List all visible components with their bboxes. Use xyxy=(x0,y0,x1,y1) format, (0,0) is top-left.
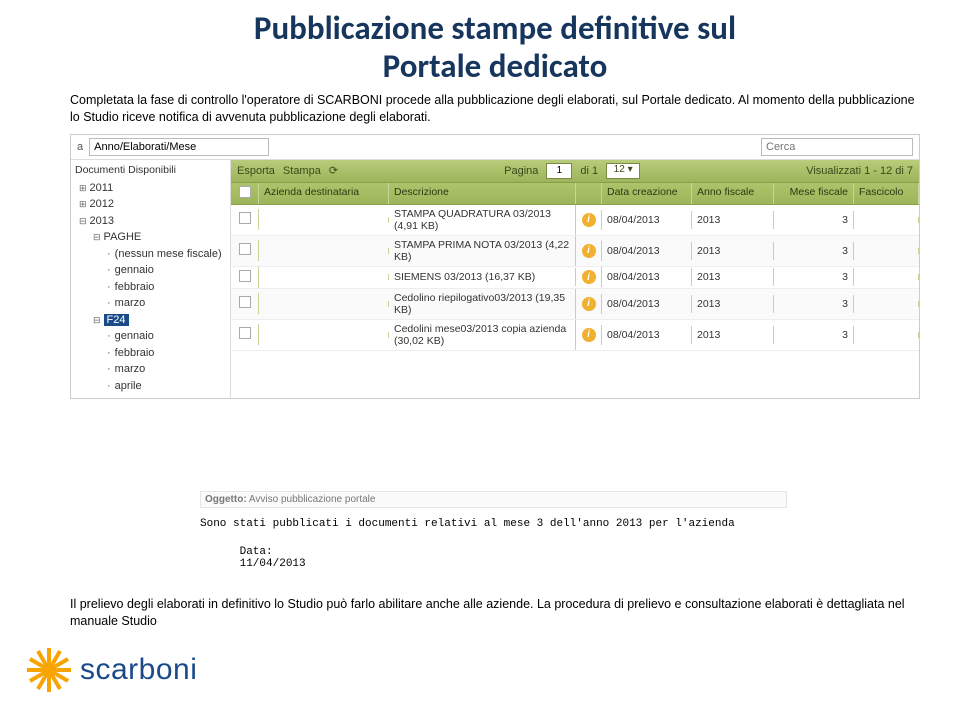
cell-anno: 2013 xyxy=(692,211,774,229)
logo-text: scarboni xyxy=(80,653,197,687)
title-line1: Pubblicazione stampe definitive sul xyxy=(254,8,736,48)
main-pane: Esporta Stampa ⟳ Pagina di 1 12 ▾ Visual… xyxy=(231,160,919,399)
tree-item[interactable]: (nessun mese fiscale) xyxy=(75,246,226,263)
col-anno[interactable]: Anno fiscale xyxy=(692,183,774,204)
tree-item[interactable]: 2011 xyxy=(75,180,226,197)
tree-item[interactable]: marzo xyxy=(75,295,226,312)
info-icon[interactable]: i xyxy=(582,213,596,227)
notif-date-label: Data: xyxy=(240,546,273,558)
col-checkbox xyxy=(231,183,259,204)
cell-mese: 3 xyxy=(774,242,854,260)
pagina-label: Pagina xyxy=(504,165,538,177)
tree-item[interactable]: febbraio xyxy=(75,345,226,362)
col-info xyxy=(576,183,602,204)
sun-icon xyxy=(28,649,70,691)
cell-descrizione: Cedolino riepilogativo03/2013 (19,35 KB) xyxy=(389,289,576,319)
info-icon[interactable]: i xyxy=(582,328,596,342)
notif-body: Sono stati pubblicati i documenti relati… xyxy=(200,518,787,530)
col-mese[interactable]: Mese fiscale xyxy=(774,183,854,204)
tree-item[interactable]: marzo xyxy=(75,361,226,378)
cell-descrizione: STAMPA QUADRATURA 03/2013 (4,91 KB) xyxy=(389,205,576,235)
cell-data: 08/04/2013 xyxy=(602,211,692,229)
page-title: Pubblicazione stampe definitive sul Port… xyxy=(70,10,920,86)
topbar: a xyxy=(71,135,919,160)
row-checkbox[interactable] xyxy=(239,212,251,224)
search-input[interactable] xyxy=(761,138,913,156)
path-input[interactable] xyxy=(89,138,269,156)
row-checkbox[interactable] xyxy=(239,327,251,339)
table-header: Azienda destinataria Descrizione Data cr… xyxy=(231,183,919,205)
tree-item[interactable]: 2013 xyxy=(75,213,226,230)
cell-data: 08/04/2013 xyxy=(602,268,692,286)
col-azienda[interactable]: Azienda destinataria xyxy=(259,183,389,204)
document-tree: Documenti Disponibili 201120122013PAGHE(… xyxy=(71,160,231,399)
cell-mese: 3 xyxy=(774,268,854,286)
notification-snippet: Oggetto: Avviso pubblicazione portale So… xyxy=(196,489,791,588)
row-checkbox[interactable] xyxy=(239,296,251,308)
cell-anno: 2013 xyxy=(692,268,774,286)
path-label: a xyxy=(77,141,83,153)
row-checkbox[interactable] xyxy=(239,243,251,255)
table-row[interactable]: STAMPA PRIMA NOTA 03/2013 (4,22 KB) i 08/0… xyxy=(231,236,919,267)
title-line2: Portale dedicato xyxy=(383,46,608,86)
export-button[interactable]: Esporta xyxy=(237,165,275,177)
cell-mese: 3 xyxy=(774,295,854,313)
intro-paragraph: Completata la fase di controllo l'operat… xyxy=(70,92,920,126)
notif-subject: Avviso pubblicazione portale xyxy=(249,494,376,505)
footer-logo: scarboni xyxy=(28,649,197,691)
info-icon[interactable]: i xyxy=(582,244,596,258)
page-size-select[interactable]: 12 ▾ xyxy=(606,163,640,179)
cell-data: 08/04/2013 xyxy=(602,326,692,344)
cell-anno: 2013 xyxy=(692,295,774,313)
table-row[interactable]: STAMPA QUADRATURA 03/2013 (4,91 KB) i 08/0… xyxy=(231,205,919,236)
info-icon[interactable]: i xyxy=(582,270,596,284)
cell-data: 08/04/2013 xyxy=(602,295,692,313)
cell-mese: 3 xyxy=(774,211,854,229)
col-fascicolo[interactable]: Fascicolo xyxy=(854,183,919,204)
info-icon[interactable]: i xyxy=(582,297,596,311)
table-row[interactable]: SIEMENS 03/2013 (16,37 KB) i 08/04/2013201… xyxy=(231,267,919,289)
table-toolbar: Esporta Stampa ⟳ Pagina di 1 12 ▾ Visual… xyxy=(231,160,919,183)
tree-title: Documenti Disponibili xyxy=(75,164,226,176)
cell-mese: 3 xyxy=(774,326,854,344)
tree-item[interactable]: aprile xyxy=(75,378,226,395)
cell-descrizione: SIEMENS 03/2013 (16,37 KB) xyxy=(389,268,576,286)
row-checkbox[interactable] xyxy=(239,270,251,282)
table-row[interactable]: Cedolino riepilogativo03/2013 (19,35 KB)… xyxy=(231,289,919,320)
tree-item[interactable]: gennaio xyxy=(75,328,226,345)
print-button[interactable]: Stampa xyxy=(283,165,321,177)
page-number-input[interactable] xyxy=(546,163,572,179)
tree-item[interactable]: F24 xyxy=(75,312,226,329)
notif-subject-label: Oggetto: xyxy=(205,494,247,505)
col-data[interactable]: Data creazione xyxy=(602,183,692,204)
tree-item[interactable]: febbraio xyxy=(75,279,226,296)
cell-anno: 2013 xyxy=(692,326,774,344)
cell-descrizione: STAMPA PRIMA NOTA 03/2013 (4,22 KB) xyxy=(389,236,576,266)
table-row[interactable]: Cedolini mese03/2013 copia azienda (30,0… xyxy=(231,320,919,351)
outro-paragraph: Il prelievo degli elaborati in definitiv… xyxy=(70,596,920,630)
pagina-di: di 1 xyxy=(580,165,598,177)
cell-anno: 2013 xyxy=(692,242,774,260)
visualizzati-label: Visualizzati 1 - 12 di 7 xyxy=(806,165,913,177)
notif-date: 11/04/2013 xyxy=(240,558,306,570)
cell-data: 08/04/2013 xyxy=(602,242,692,260)
tree-item[interactable]: 2012 xyxy=(75,196,226,213)
tree-item[interactable]: PAGHE xyxy=(75,229,226,246)
col-descrizione[interactable]: Descrizione xyxy=(389,183,576,204)
app-screenshot: a Documenti Disponibili 201120122013PAGH… xyxy=(70,134,920,400)
tree-item[interactable]: gennaio xyxy=(75,262,226,279)
cell-descrizione: Cedolini mese03/2013 copia azienda (30,0… xyxy=(389,320,576,350)
